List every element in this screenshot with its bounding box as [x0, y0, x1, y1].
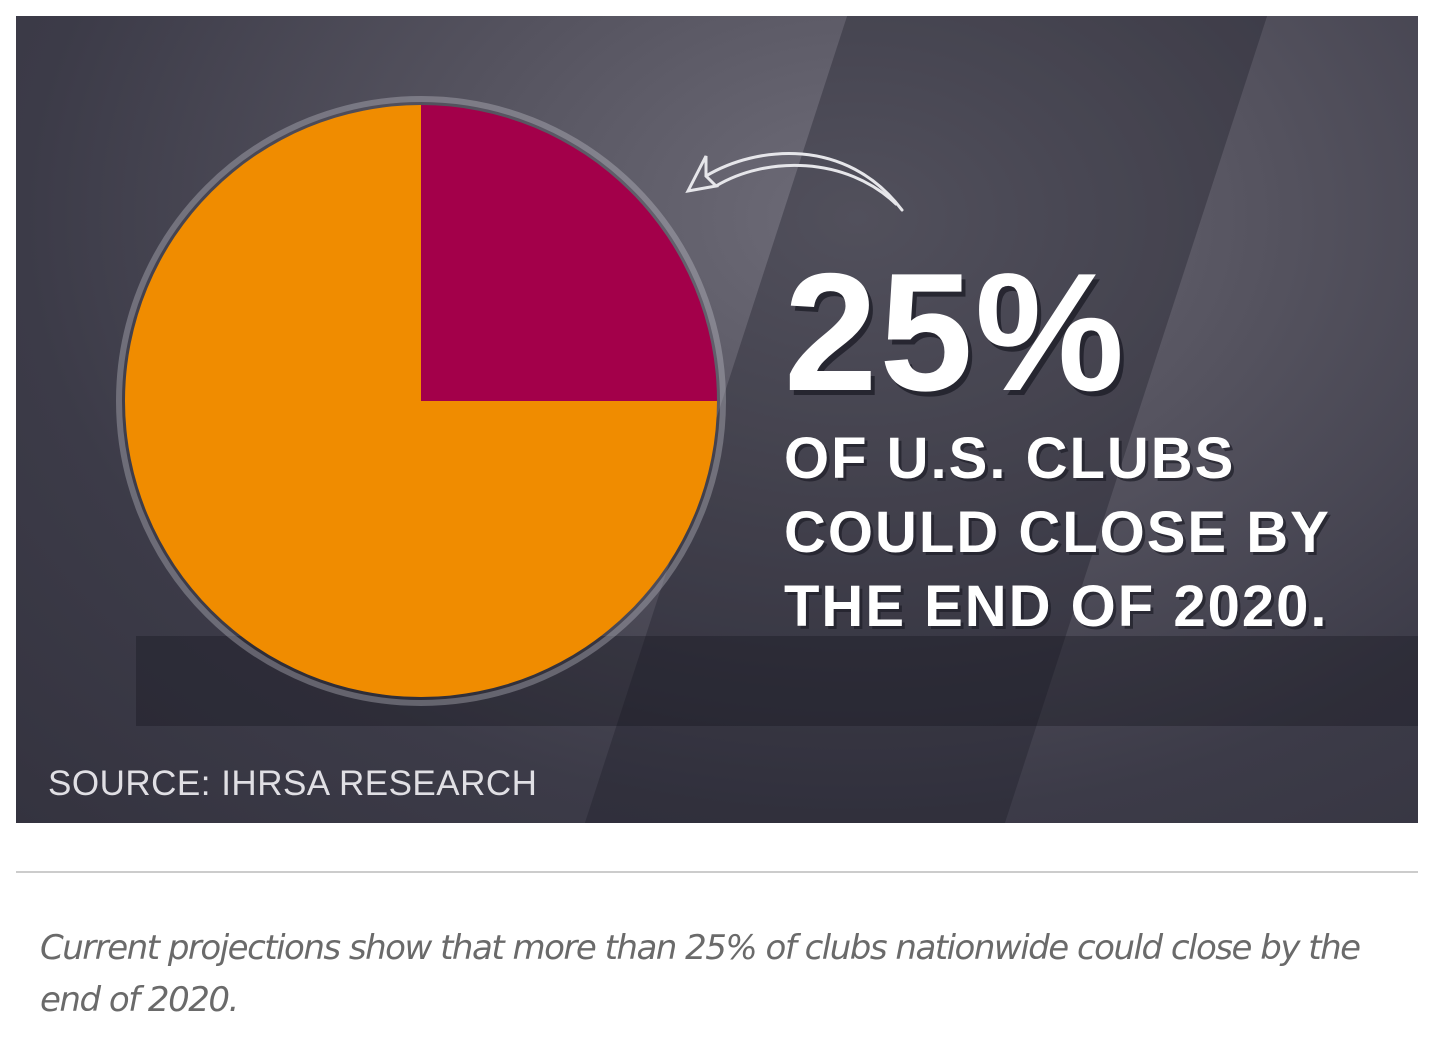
- arrow-icon: [685, 151, 904, 212]
- source-label: SOURCE: IHRSA RESEARCH: [48, 764, 538, 803]
- caption: Current projections show that more than …: [40, 928, 1361, 1020]
- pie-slice-1: [125, 105, 717, 697]
- headline-percent: 25%: [784, 238, 1127, 426]
- headline-line-2: COULD CLOSE BY: [784, 500, 1331, 565]
- headline-line-3: THE END OF 2020.: [784, 574, 1329, 639]
- headline-line-1: OF U.S. CLUBS: [784, 426, 1236, 491]
- infographic-panel: 25% OF U.S. CLUBS COULD CLOSE BY THE END…: [16, 16, 1418, 823]
- pie-rim: [116, 96, 726, 706]
- pie-slice-0: [421, 105, 717, 401]
- divider: [16, 871, 1418, 873]
- pie-chart: [116, 96, 904, 706]
